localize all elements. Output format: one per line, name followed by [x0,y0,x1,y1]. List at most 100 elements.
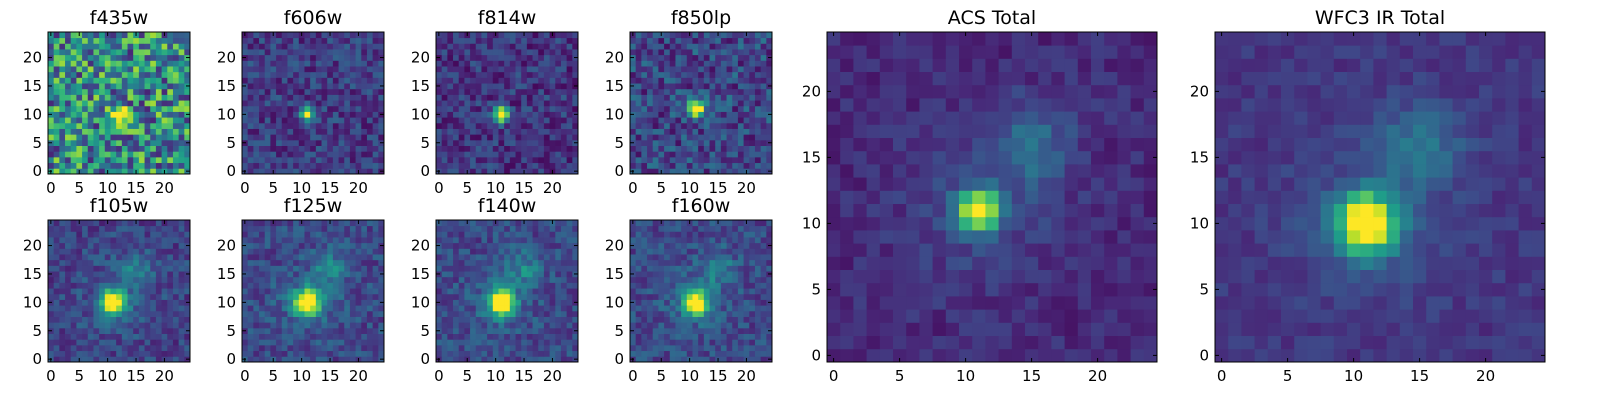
heatmap-cell [264,225,271,232]
heatmap-cell [521,299,528,306]
heatmap-cell [264,77,271,84]
heatmap-cell [555,156,562,164]
heatmap-cell [70,310,77,317]
heatmap-cell [647,333,654,340]
heatmap-cell [743,282,750,289]
heatmap-cell [720,344,727,352]
heatmap-cell [532,242,539,249]
heatmap-cell [65,162,72,169]
heatmap-cell [110,237,117,244]
heatmap-cell [264,265,271,272]
heatmap-cell [133,156,140,164]
heatmap-cell [566,316,573,323]
heatmap-cell [48,105,55,112]
heatmap-cell [110,105,117,112]
heatmap-cell [760,293,767,300]
heatmap-cell [270,310,277,317]
heatmap-cell [247,156,254,164]
heatmap-cell [259,259,266,266]
heatmap-cell [293,350,300,357]
heatmap-cell [293,105,300,112]
heatmap-cell [161,162,168,169]
heatmap-cell [259,231,266,238]
y-tick-label: 20 [411,237,430,255]
heatmap-cell [447,220,454,227]
heatmap-cell [138,43,145,50]
heatmap-cell [692,282,699,289]
heatmap-cell [184,162,191,169]
heatmap-cell [167,265,174,272]
heatmap-cell [641,37,648,44]
heatmap-cell [104,117,111,124]
heatmap-cell [698,339,705,346]
heatmap-cell [572,43,579,50]
heatmap-cell [293,122,300,129]
heatmap-cell [441,77,448,84]
heatmap-cell [715,37,722,44]
heatmap-cell [65,128,72,135]
heatmap-cell [144,168,151,175]
heatmap-cell [349,333,356,340]
heatmap-cell [310,111,317,118]
heatmap-cell [726,322,733,329]
heatmap-cell [453,139,460,146]
heatmap-cell [93,122,100,129]
heatmap-cell [293,248,300,255]
heatmap-cell [82,77,89,84]
heatmap-cell [447,105,454,112]
heatmap-cell [338,299,345,306]
heatmap-cell [361,259,368,266]
heatmap-cell [327,134,334,141]
heatmap-cell [475,162,482,169]
heatmap-cell [93,168,100,175]
heatmap-cell [703,299,710,306]
heatmap-cell [172,88,180,95]
heatmap-cell [532,43,539,50]
heatmap-cell [276,271,283,278]
heatmap-cell [327,139,334,146]
heatmap-cell [498,66,505,73]
heatmap-cell [76,327,83,334]
heatmap-cell [470,156,477,164]
heatmap-cell [464,259,471,266]
heatmap-cell [276,49,283,56]
heatmap-cell [458,259,465,266]
heatmap-cell [349,139,356,146]
heatmap-cell [270,254,277,261]
heatmap-cell [121,60,128,67]
heatmap-cell [270,49,277,56]
x-tick-label: 15 [320,179,339,197]
heatmap-cell [104,66,111,73]
heatmap-cell [144,225,151,232]
heatmap-cell [526,265,533,272]
heatmap-cell [515,37,522,44]
heatmap-cell [481,344,488,352]
heatmap-cell [560,134,568,141]
heatmap-cell [259,94,266,101]
heatmap-cell [498,88,505,95]
heatmap-cell [247,356,254,363]
heatmap-cell [349,66,356,73]
heatmap-cell [121,54,128,61]
heatmap-cell [293,168,300,175]
heatmap-cell [732,316,739,323]
heatmap-cell [110,282,117,289]
heatmap-cell [715,77,722,84]
heatmap-cell [99,322,106,329]
heatmap-cell [287,162,294,169]
heatmap-cell [470,49,477,56]
heatmap-cell [355,248,362,255]
heatmap-cell [104,322,111,329]
heatmap-cell [766,293,773,300]
heatmap-cell [532,350,539,357]
heatmap-cell [138,77,145,84]
heatmap-cell [270,350,277,357]
heatmap-cell [167,60,174,67]
heatmap-cell [167,117,174,124]
heatmap-cell [99,43,106,50]
heatmap-cell [281,162,288,169]
heatmap-cell [144,305,151,312]
heatmap-cell [641,310,648,317]
heatmap-cell [378,237,385,244]
